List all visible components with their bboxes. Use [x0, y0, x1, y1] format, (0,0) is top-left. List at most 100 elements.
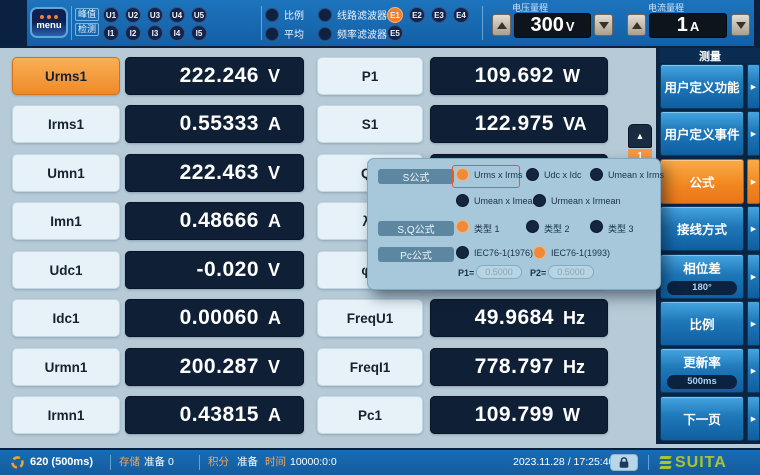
lock-button[interactable]: [610, 454, 638, 471]
measure-number: 0.00060: [179, 306, 259, 329]
measure-label-frequ1[interactable]: FreqU1: [317, 299, 423, 337]
radio-unselected[interactable]: [526, 220, 539, 233]
radio-option-label[interactable]: Udc x Idc: [544, 170, 582, 180]
page-scroll-up-button[interactable]: ▲: [628, 124, 652, 148]
menu-dots-icon: [40, 15, 58, 19]
ratio-indicator-light: [265, 7, 279, 22]
sidebar-item-arrow-update-rate[interactable]: ▶: [747, 348, 760, 393]
u-channel-light: U5: [191, 7, 207, 23]
radio-unselected[interactable]: [590, 220, 603, 233]
brand-icon: [659, 456, 672, 469]
radio-selected[interactable]: [456, 220, 469, 233]
radio-option-label[interactable]: IEC76-1(1993): [551, 248, 611, 258]
frequency-filter-indicator-label: 频率滤波器: [337, 30, 387, 41]
radio-unselected[interactable]: [533, 194, 546, 207]
measure-number: -0.020: [196, 258, 259, 281]
u-channel-light: U1: [103, 7, 119, 23]
right-arrow-icon: ▶: [750, 367, 757, 375]
radio-unselected[interactable]: [456, 194, 469, 207]
top-bar: menu 峰值 检测 U1 U2 U3 U4 U5 I1 I2 I3 I4 I5 比例 平均 线路…: [0, 0, 760, 48]
measure-label-udc1[interactable]: Udc1: [12, 251, 120, 289]
measure-label-s1[interactable]: S1: [317, 105, 423, 143]
separator: [482, 6, 483, 40]
measurement-row: FreqI1 778.797 Hz: [317, 348, 717, 386]
radio-option-label[interactable]: 类型 2: [544, 224, 570, 234]
measure-label-pc1[interactable]: Pc1: [317, 396, 423, 434]
measure-label-freqi1[interactable]: FreqI1: [317, 348, 423, 386]
up-arrow-icon: [631, 21, 642, 29]
measure-number: 0.43815: [179, 403, 259, 426]
param-label: P2=: [530, 268, 547, 278]
sidebar-item-ratio[interactable]: 比例: [660, 301, 744, 346]
storage-label: 存储: [119, 456, 140, 468]
radio-unselected[interactable]: [590, 168, 603, 181]
sidebar-item-user-defined-events[interactable]: 用户定义事件: [660, 111, 744, 156]
menu-button[interactable]: menu: [30, 7, 68, 38]
param-value-field[interactable]: 0.5000: [548, 265, 594, 279]
current-range-down-button[interactable]: [731, 14, 750, 36]
i-channel-row: I1 I2 I3 I4 I5: [103, 25, 207, 41]
current-range-label: 电流量程: [648, 3, 685, 13]
sidebar-item-update-rate[interactable]: 更新率 500ms: [660, 348, 744, 393]
measurement-row: Imn1 0.48666 A: [12, 202, 412, 240]
radio-unselected[interactable]: [456, 246, 469, 259]
sidebar-item-arrow-wiring-mode[interactable]: ▶: [747, 206, 760, 251]
radio-option-label[interactable]: Umean x Irms: [608, 170, 665, 180]
measure-number: 778.797: [474, 355, 554, 378]
radio-option-label[interactable]: IEC76-1(1976): [474, 248, 534, 258]
measure-label-idc1[interactable]: Idc1: [12, 299, 120, 337]
voltage-range-display: 300 V: [514, 13, 591, 38]
radio-option-label[interactable]: Umean x Imean: [474, 196, 538, 206]
measure-value-display: 200.287 V: [125, 348, 304, 386]
radio-option-label[interactable]: 类型 3: [608, 224, 634, 234]
current-range-up-button[interactable]: [627, 14, 646, 36]
measure-number: 109.692: [474, 64, 554, 87]
u-channel-light: U2: [125, 7, 141, 23]
sidebar-item-formula[interactable]: 公式: [660, 159, 744, 204]
measure-label-urms1[interactable]: Urms1: [12, 57, 120, 95]
down-arrow-icon: [598, 21, 609, 29]
sidebar-item-arrow-formula[interactable]: ▶: [747, 159, 760, 204]
radio-unselected[interactable]: [526, 168, 539, 181]
datetime: 2023.11.28 / 17:25:40: [513, 456, 615, 468]
indicator-ratio: 比例: [265, 7, 304, 22]
i-channel-light: I3: [147, 25, 163, 41]
measure-label-urmn1[interactable]: Urmn1: [12, 348, 120, 386]
measure-label-umn1[interactable]: Umn1: [12, 154, 120, 192]
measure-value-display: 0.43815 A: [125, 396, 304, 434]
measure-label-irmn1[interactable]: Irmn1: [12, 396, 120, 434]
sidebar-item-arrow-user-defined-functions[interactable]: ▶: [747, 64, 760, 109]
measure-value-display: 222.246 V: [125, 57, 304, 95]
sidebar-item-arrow-phase-difference[interactable]: ▶: [747, 254, 760, 299]
measure-unit: V: [268, 356, 281, 377]
sidebar-item-user-defined-functions[interactable]: 用户定义功能: [660, 64, 744, 109]
selected-option-outline: [452, 165, 520, 188]
e-channel-light: E2: [409, 7, 425, 23]
radio-selected[interactable]: [533, 246, 546, 259]
sidebar-item-wiring-mode[interactable]: 接线方式: [660, 206, 744, 251]
sidebar-item-next-page[interactable]: 下一页: [660, 396, 744, 441]
sidebar-item-phase-difference[interactable]: 相位差 180°: [660, 254, 744, 299]
storage-status: 准备: [144, 456, 165, 468]
voltage-range-down-button[interactable]: [594, 14, 613, 36]
radio-selected[interactable]: [456, 168, 469, 181]
measure-unit: V: [268, 259, 281, 280]
measure-label-p1[interactable]: P1: [317, 57, 423, 95]
radio-option-label[interactable]: Urms x Irms: [474, 170, 523, 180]
measure-label-irms1[interactable]: Irms1: [12, 105, 120, 143]
voltage-range-up-button[interactable]: [492, 14, 511, 36]
param-value-field[interactable]: 0.5000: [476, 265, 522, 279]
right-arrow-icon: ▶: [750, 273, 757, 281]
radio-option-label[interactable]: 类型 1: [474, 224, 500, 234]
formula-group-pill: S,Q公式: [378, 221, 454, 236]
measure-label-imn1[interactable]: Imn1: [12, 202, 120, 240]
sidebar-item-arrow-ratio[interactable]: ▶: [747, 301, 760, 346]
i-channel-light: I2: [125, 25, 141, 41]
top-right-corner: [754, 0, 760, 46]
formula-group-pill: S公式: [378, 169, 454, 184]
sidebar-item-arrow-user-defined-events[interactable]: ▶: [747, 111, 760, 156]
sidebar-item-arrow-next-page[interactable]: ▶: [747, 396, 760, 441]
right-arrow-icon: ▶: [750, 225, 757, 233]
radio-option-label[interactable]: Urmean x Irmean: [551, 196, 621, 206]
e-channel-row2: E5: [387, 25, 403, 41]
